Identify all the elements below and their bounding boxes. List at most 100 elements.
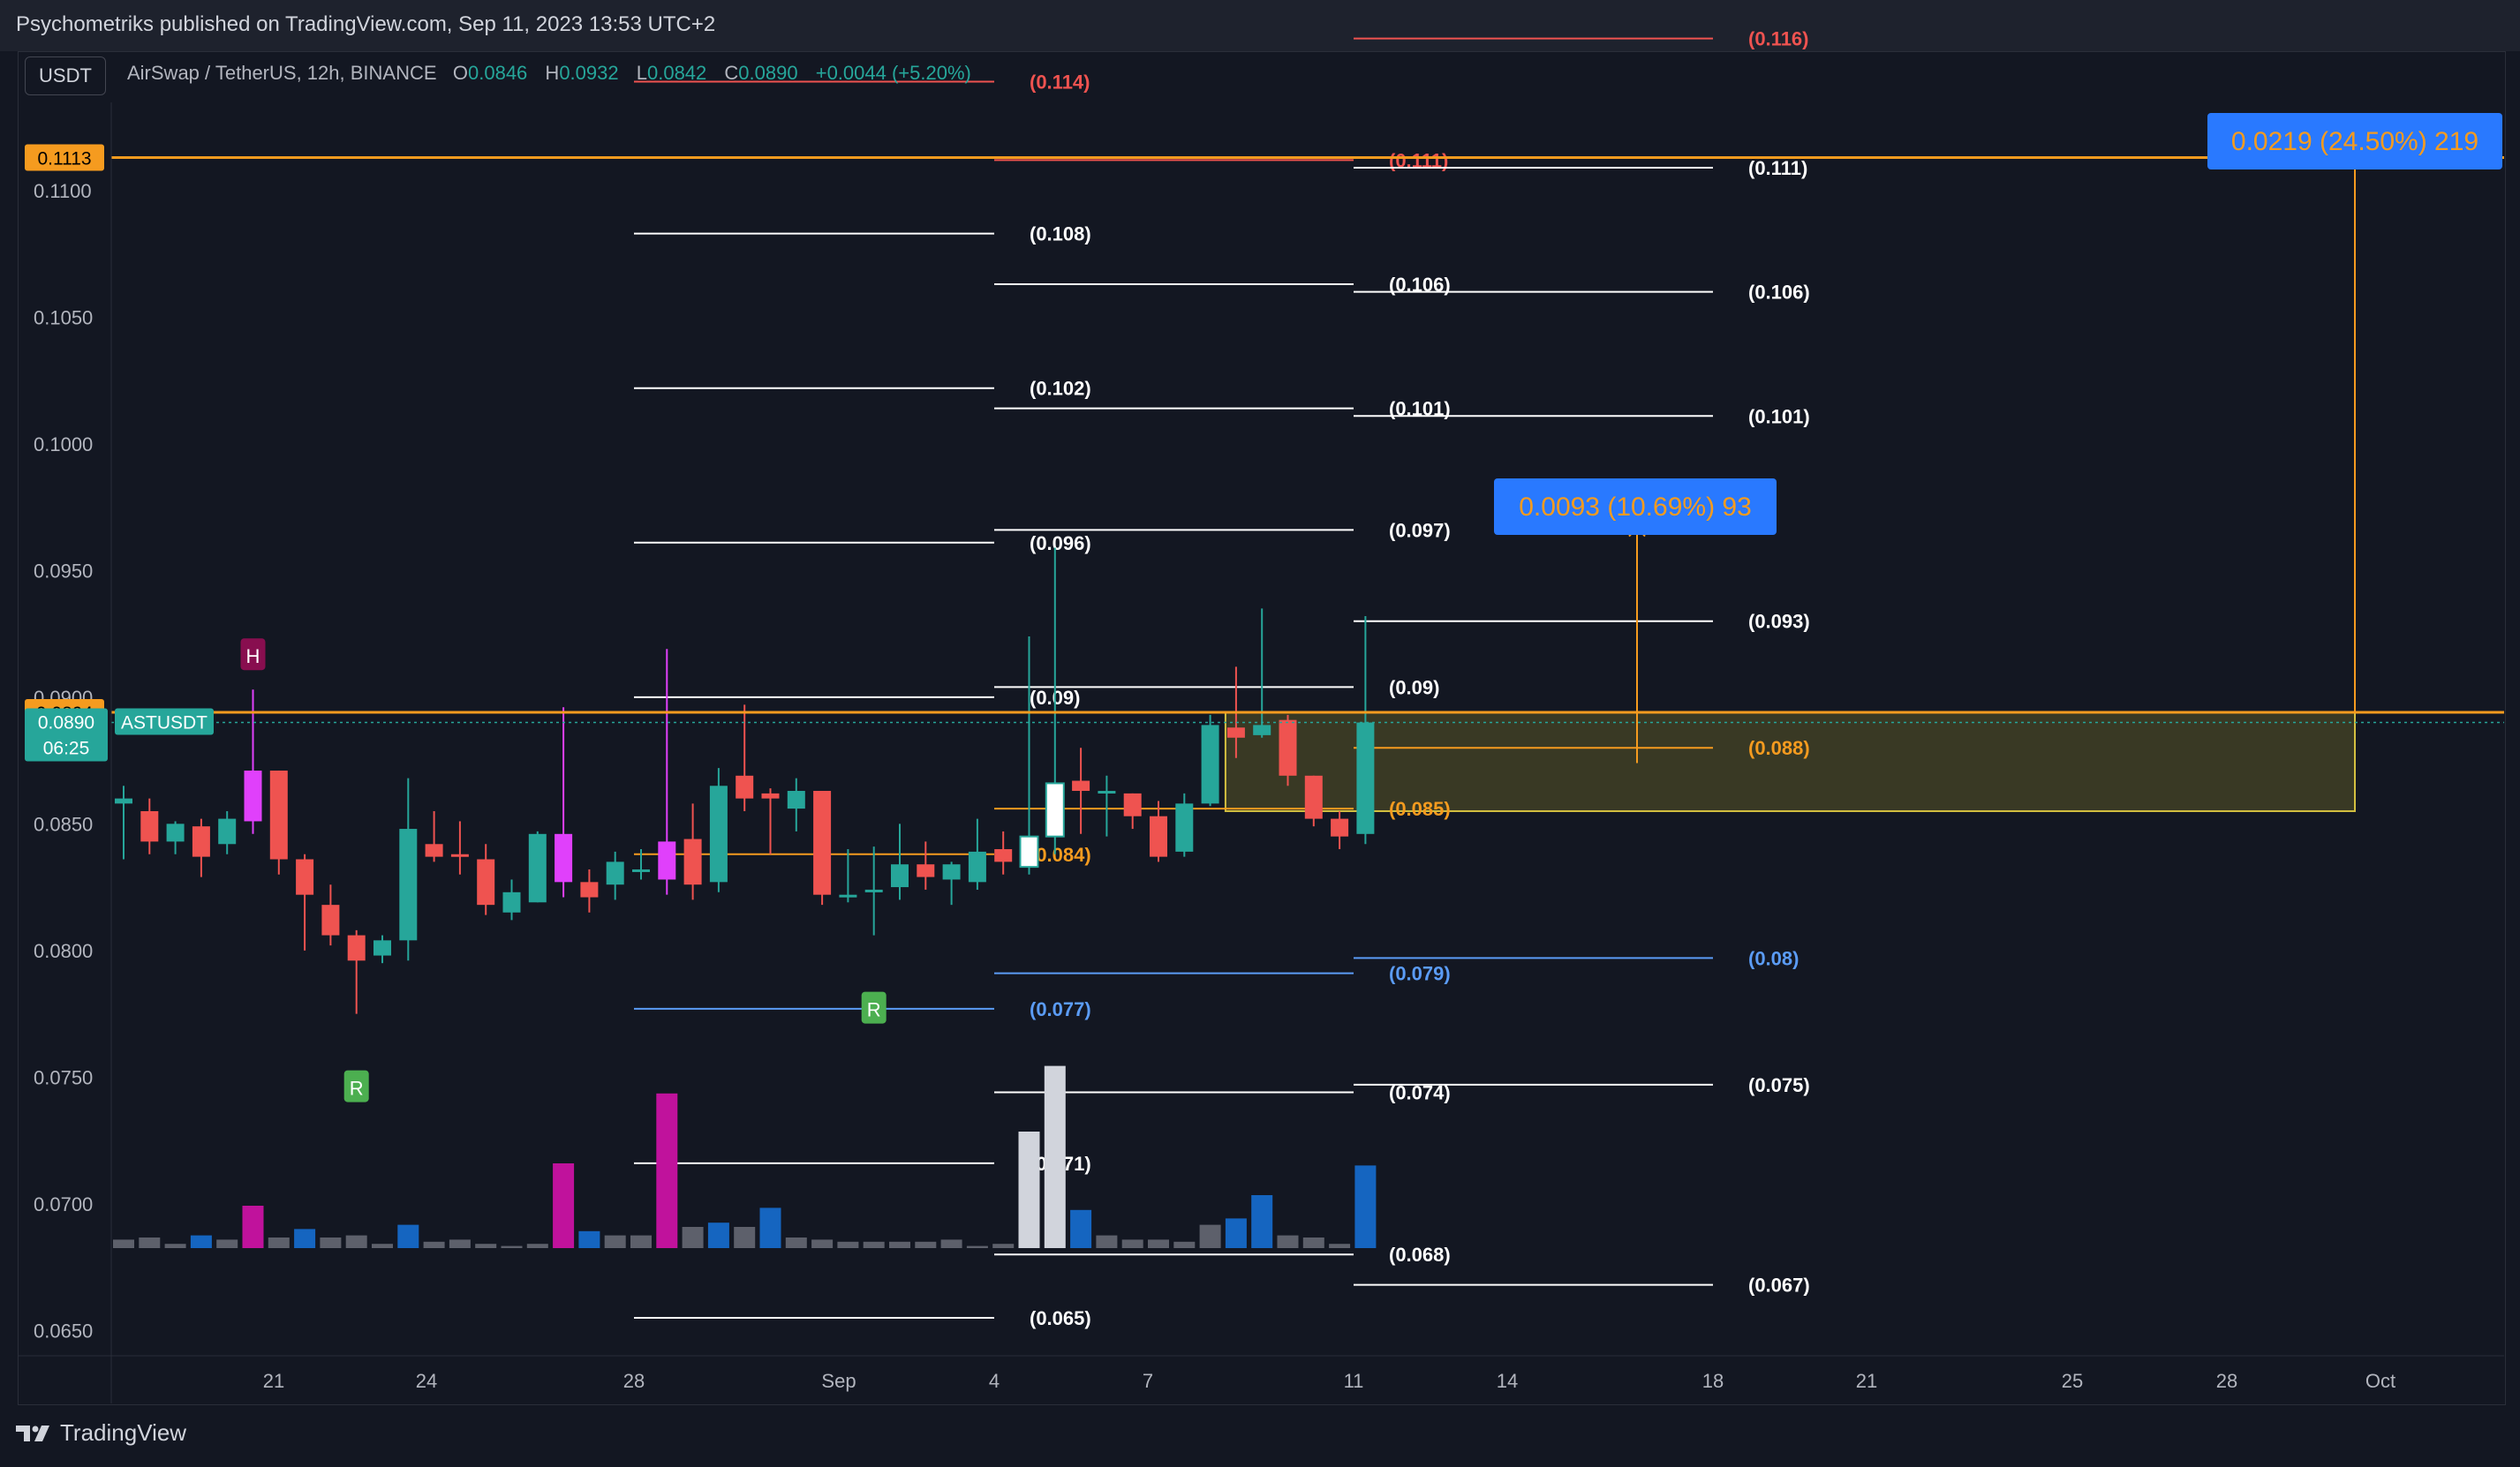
candle-body[interactable] bbox=[891, 864, 909, 888]
volume-bar bbox=[553, 1163, 575, 1248]
volume-bar bbox=[1096, 1235, 1118, 1248]
candle-body[interactable] bbox=[528, 833, 547, 903]
candle-body[interactable] bbox=[917, 864, 935, 877]
fib-level-label: (0.067) bbox=[1748, 1275, 1810, 1297]
candle-body[interactable] bbox=[192, 826, 210, 857]
volume-bar bbox=[837, 1241, 859, 1248]
price-badge-value: 0.1113 bbox=[37, 149, 91, 169]
fib-level-label: (0.088) bbox=[1748, 737, 1810, 759]
candle-body[interactable] bbox=[864, 889, 883, 892]
x-axis-tick: 28 bbox=[623, 1370, 645, 1392]
candle-body[interactable] bbox=[502, 891, 521, 913]
fib-level-label: (0.116) bbox=[1748, 28, 1809, 50]
candle-body[interactable] bbox=[1356, 722, 1375, 834]
volume-bar bbox=[1251, 1195, 1273, 1248]
fib-level-label: (0.077) bbox=[1030, 998, 1091, 1020]
price-badge bbox=[25, 144, 104, 171]
candle-body[interactable] bbox=[1072, 780, 1090, 792]
x-axis-tick: 4 bbox=[989, 1370, 1000, 1392]
candle-body[interactable] bbox=[399, 829, 418, 941]
candle-body[interactable] bbox=[321, 905, 340, 936]
legend-high: 0.0932 bbox=[559, 62, 619, 84]
candle-body[interactable] bbox=[1045, 782, 1065, 838]
candle-body[interactable] bbox=[269, 771, 288, 860]
volume-bar bbox=[578, 1230, 600, 1248]
candle-body[interactable] bbox=[736, 775, 754, 799]
candle-body[interactable] bbox=[1098, 791, 1116, 794]
candle-body[interactable] bbox=[218, 818, 237, 845]
measure-label-box[interactable] bbox=[2207, 113, 2502, 169]
tradingview-label: TradingView bbox=[60, 1419, 187, 1446]
candle-body[interactable] bbox=[994, 849, 1013, 862]
candle-body[interactable] bbox=[373, 940, 391, 956]
candle-body[interactable] bbox=[1123, 793, 1142, 816]
volume-bar bbox=[915, 1241, 937, 1248]
measure-label-box[interactable] bbox=[1494, 478, 1777, 535]
volume-bar bbox=[423, 1241, 445, 1248]
candle-body[interactable] bbox=[813, 791, 832, 895]
volume-bar bbox=[630, 1235, 652, 1248]
volume-bar bbox=[889, 1241, 910, 1248]
x-axis-tick: 28 bbox=[2216, 1370, 2237, 1392]
candle-body[interactable] bbox=[115, 798, 132, 804]
candle-body[interactable] bbox=[1175, 803, 1194, 852]
footer-bar bbox=[0, 1405, 2520, 1467]
candle-body[interactable] bbox=[1226, 727, 1245, 738]
candle-body[interactable] bbox=[450, 854, 469, 857]
candle-marker[interactable] bbox=[343, 1070, 369, 1102]
candle-body[interactable] bbox=[839, 894, 857, 898]
volume-bar bbox=[501, 1245, 523, 1248]
candle-body[interactable] bbox=[244, 771, 262, 822]
candle-body[interactable] bbox=[1304, 775, 1323, 819]
fib-level-label: (0.079) bbox=[1389, 963, 1451, 985]
target-zone bbox=[1224, 711, 2356, 812]
candle-body[interactable] bbox=[555, 833, 573, 883]
measure-label: 0.0219 (24.50%) 219 bbox=[2231, 127, 2479, 156]
candle-body[interactable] bbox=[166, 824, 185, 842]
fib-level-label: (0.093) bbox=[1748, 611, 1810, 633]
fib-level-label: (0.101) bbox=[1748, 405, 1810, 427]
publish-bar: Psychometriks published on TradingView.c… bbox=[0, 0, 2520, 51]
candle-body[interactable] bbox=[606, 861, 624, 885]
y-axis-tick: 0.0750 bbox=[34, 1066, 93, 1088]
volume-bar bbox=[139, 1238, 161, 1248]
candle-body[interactable] bbox=[140, 810, 159, 842]
candle-marker-label: R bbox=[350, 1078, 364, 1100]
legend-close: 0.0890 bbox=[738, 62, 798, 84]
candle-body[interactable] bbox=[1019, 835, 1039, 869]
candle-body[interactable] bbox=[296, 859, 314, 895]
candle-body[interactable] bbox=[425, 844, 443, 857]
volume-bar bbox=[1070, 1209, 1092, 1248]
candle-body[interactable] bbox=[1201, 725, 1219, 804]
candle-marker[interactable] bbox=[861, 991, 887, 1024]
volume-bar bbox=[656, 1093, 678, 1248]
volume-bar bbox=[1044, 1065, 1066, 1248]
candle-body[interactable] bbox=[761, 793, 780, 799]
candle-body[interactable] bbox=[787, 791, 805, 809]
symbol-button[interactable]: USDT bbox=[25, 56, 106, 95]
candle-body[interactable] bbox=[658, 841, 676, 880]
legend-instrument[interactable]: AirSwap / TetherUS, 12h, BINANCE bbox=[127, 62, 437, 84]
volume-bar bbox=[966, 1245, 988, 1248]
candle-body[interactable] bbox=[1331, 818, 1349, 837]
candle-body[interactable] bbox=[477, 859, 495, 906]
candle-body[interactable] bbox=[1279, 719, 1297, 776]
fib-level-label: (0.106) bbox=[1748, 282, 1810, 304]
candle-body[interactable] bbox=[1150, 816, 1167, 857]
candle-body[interactable] bbox=[580, 882, 599, 898]
candle-body[interactable] bbox=[1253, 725, 1271, 735]
candle-body[interactable] bbox=[632, 869, 650, 872]
candle-marker[interactable] bbox=[240, 638, 266, 671]
candle-body[interactable] bbox=[968, 851, 986, 883]
volume-bar bbox=[1121, 1239, 1143, 1248]
bar-countdown: 06:25 bbox=[43, 739, 90, 759]
candle-body[interactable] bbox=[347, 935, 366, 961]
candle-body[interactable] bbox=[683, 839, 702, 885]
tradingview-logo[interactable]: TradingView bbox=[16, 1419, 186, 1447]
x-axis-tick: 24 bbox=[416, 1370, 437, 1392]
fib-level-label: (0.065) bbox=[1030, 1307, 1091, 1329]
fib-level-label: (0.084) bbox=[1030, 844, 1091, 866]
candle-body[interactable] bbox=[942, 864, 961, 880]
candle-body[interactable] bbox=[709, 786, 728, 883]
